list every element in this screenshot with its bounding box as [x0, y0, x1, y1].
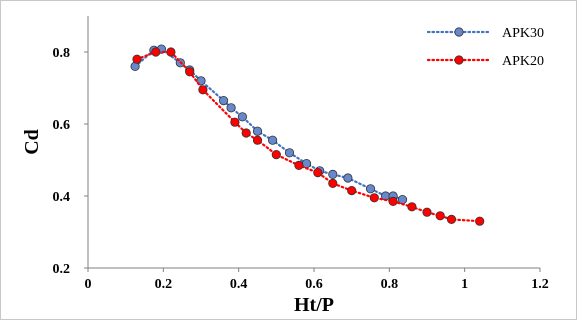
x-tick-label: 1.2: [531, 277, 549, 292]
data-point-apk20: [241, 128, 251, 138]
data-point-apk20: [369, 193, 379, 203]
data-point-apk20: [252, 135, 263, 145]
data-point-apk20: [166, 47, 176, 57]
data-point-apk20: [422, 207, 432, 217]
legend-label-apk20: APK20: [502, 54, 544, 69]
data-point-apk20: [435, 211, 445, 221]
data-point-apk20: [198, 85, 208, 95]
data-point-apk20: [271, 150, 281, 160]
data-point-apk20: [388, 196, 398, 206]
x-ticks: 0 0.2 0.4 0.6 0.8 1 1.2: [85, 268, 549, 292]
y-tick-label: 0.4: [53, 190, 71, 205]
data-point-apk20: [151, 47, 161, 57]
data-point-apk30: [365, 184, 376, 194]
legend-item-apk30: APK30: [426, 26, 544, 41]
data-point-apk30: [226, 103, 236, 113]
data-point-apk20: [313, 168, 323, 178]
legend: APK30 APK20: [426, 26, 544, 69]
y-tick-label: 0.8: [53, 46, 71, 61]
y-tick-label: 0.2: [53, 262, 71, 277]
data-point-apk30: [252, 126, 263, 136]
data-point-apk30: [267, 135, 278, 145]
data-point-apk30: [343, 173, 353, 183]
x-tick-label: 0.2: [155, 277, 173, 292]
data-point-apk30: [237, 112, 247, 122]
data-point-apk30: [219, 96, 229, 106]
x-tick-label: 0: [85, 277, 92, 292]
data-point-apk20: [328, 178, 338, 188]
x-tick-label: 1: [461, 277, 468, 292]
series-group: [130, 44, 485, 226]
data-point-apk20: [446, 214, 457, 224]
y-tick-label: 0.6: [53, 118, 71, 133]
data-point-apk30: [284, 148, 295, 158]
y-ticks: 0.2 0.4 0.6 0.8: [53, 46, 88, 277]
data-point-apk20: [407, 202, 417, 212]
legend-label-apk30: APK30: [502, 26, 544, 41]
x-tick-label: 0.6: [305, 277, 323, 292]
legend-item-apk20: APK20: [426, 54, 544, 69]
x-tick-label: 0.4: [230, 277, 248, 292]
data-point-apk30: [328, 169, 338, 179]
x-axis-title: Ht/P: [294, 294, 334, 316]
data-point-apk20: [185, 67, 195, 77]
legend-marker-apk30: [454, 27, 464, 37]
x-tick-label: 0.8: [381, 277, 399, 292]
data-point-apk20: [132, 54, 142, 64]
data-point-apk20: [475, 216, 485, 226]
data-point-apk20: [294, 160, 304, 170]
data-point-apk20: [230, 117, 240, 127]
legend-marker-apk20: [454, 55, 464, 65]
data-point-apk20: [347, 186, 357, 196]
y-axis-title: Cd: [21, 129, 43, 155]
series-apk20: [132, 47, 485, 226]
